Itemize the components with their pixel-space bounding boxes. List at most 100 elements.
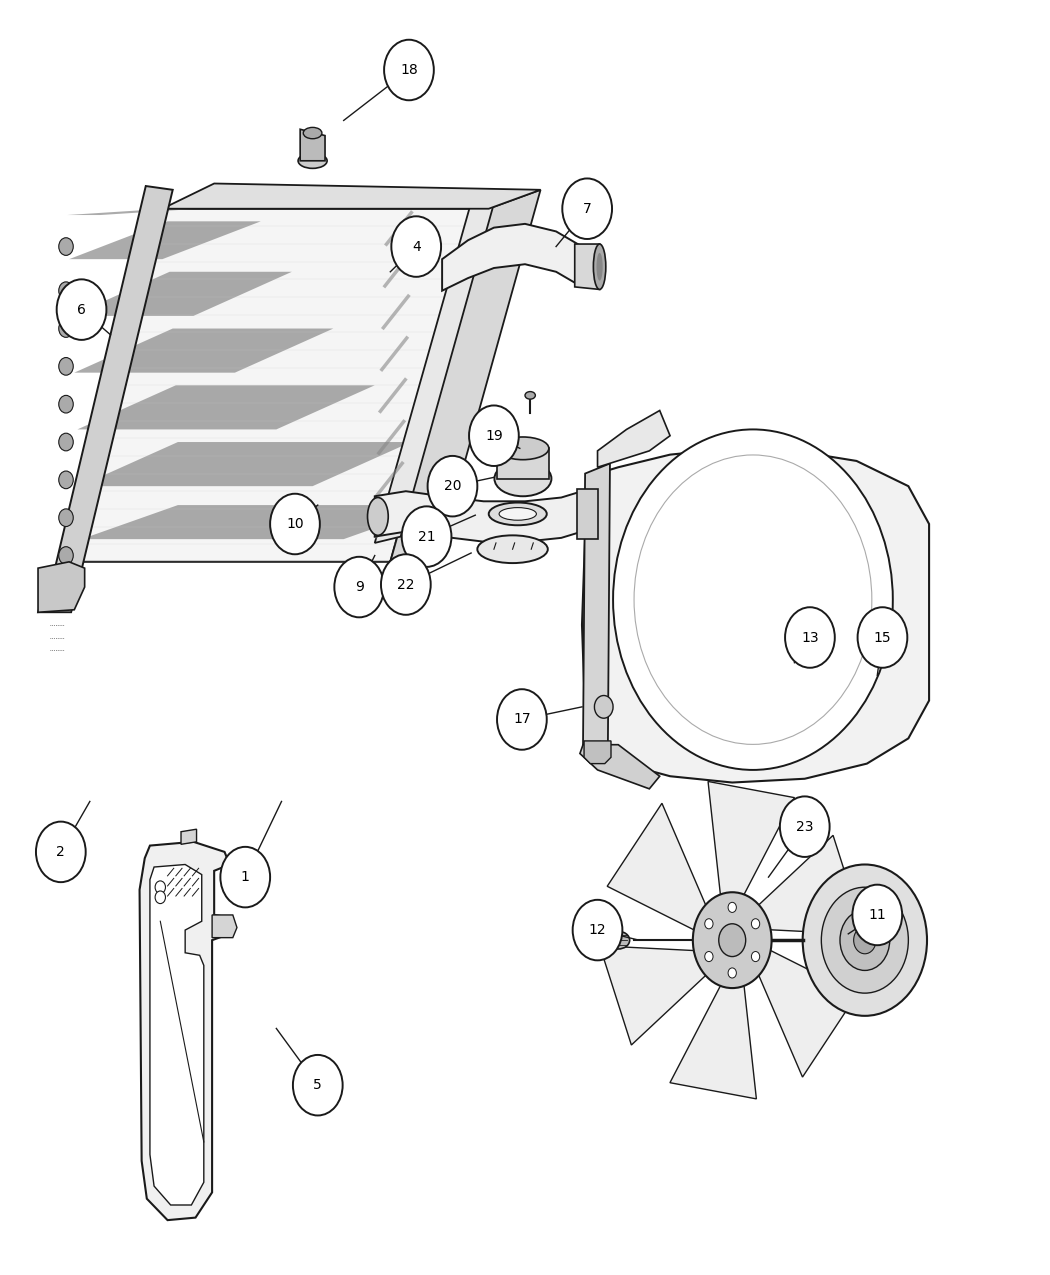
Text: 23: 23: [796, 820, 814, 834]
Text: 21: 21: [418, 529, 436, 543]
Ellipse shape: [593, 244, 606, 289]
Text: 9: 9: [355, 580, 363, 594]
Circle shape: [270, 493, 320, 555]
Text: 20: 20: [444, 479, 461, 493]
Circle shape: [752, 919, 760, 928]
Circle shape: [705, 919, 713, 928]
Text: 18: 18: [400, 62, 418, 76]
Ellipse shape: [607, 931, 630, 949]
Circle shape: [155, 881, 166, 894]
Polygon shape: [80, 442, 411, 486]
Circle shape: [402, 506, 452, 567]
Circle shape: [220, 847, 270, 908]
Text: 11: 11: [868, 908, 886, 922]
Ellipse shape: [596, 252, 603, 280]
Polygon shape: [582, 449, 929, 783]
Text: 22: 22: [397, 578, 415, 592]
Polygon shape: [82, 505, 440, 539]
Polygon shape: [375, 196, 496, 543]
Text: 15: 15: [874, 631, 891, 644]
Circle shape: [59, 509, 74, 527]
Polygon shape: [69, 222, 260, 259]
Circle shape: [785, 607, 835, 668]
Circle shape: [752, 951, 760, 961]
Polygon shape: [607, 803, 706, 929]
Text: 7: 7: [583, 201, 591, 215]
Circle shape: [155, 891, 166, 904]
Polygon shape: [67, 209, 198, 215]
Circle shape: [719, 924, 745, 956]
Circle shape: [854, 927, 876, 954]
Polygon shape: [140, 842, 230, 1220]
Ellipse shape: [499, 507, 537, 520]
Circle shape: [381, 555, 430, 615]
Ellipse shape: [478, 536, 548, 564]
Polygon shape: [708, 782, 795, 895]
Polygon shape: [574, 244, 600, 289]
Circle shape: [821, 887, 908, 993]
Polygon shape: [375, 491, 582, 542]
Text: 19: 19: [485, 428, 503, 442]
Polygon shape: [576, 488, 597, 539]
Circle shape: [59, 357, 74, 375]
Circle shape: [728, 968, 736, 978]
Circle shape: [594, 695, 613, 718]
Text: 12: 12: [589, 923, 606, 937]
Polygon shape: [181, 829, 196, 844]
Polygon shape: [442, 224, 582, 291]
Text: 13: 13: [801, 631, 819, 644]
Circle shape: [572, 900, 623, 960]
Polygon shape: [150, 864, 204, 1205]
Circle shape: [59, 395, 74, 413]
Circle shape: [384, 40, 434, 101]
Circle shape: [469, 405, 519, 465]
Circle shape: [840, 910, 889, 970]
Polygon shape: [600, 946, 706, 1046]
Text: 6: 6: [77, 302, 86, 316]
Circle shape: [59, 470, 74, 488]
Circle shape: [613, 430, 892, 770]
Polygon shape: [759, 835, 865, 935]
Ellipse shape: [303, 128, 322, 139]
Polygon shape: [583, 464, 610, 745]
Polygon shape: [597, 411, 670, 467]
Ellipse shape: [298, 153, 328, 168]
Polygon shape: [64, 209, 488, 562]
Circle shape: [563, 179, 612, 238]
Polygon shape: [38, 562, 85, 612]
Polygon shape: [670, 986, 756, 1099]
Circle shape: [853, 885, 902, 945]
Polygon shape: [50, 186, 172, 586]
Circle shape: [57, 279, 106, 340]
Polygon shape: [212, 915, 237, 937]
Text: 2: 2: [57, 845, 65, 859]
Circle shape: [59, 434, 74, 451]
Ellipse shape: [497, 437, 549, 460]
Circle shape: [59, 547, 74, 565]
Text: 1: 1: [240, 870, 250, 884]
Polygon shape: [759, 951, 857, 1077]
Circle shape: [427, 456, 478, 516]
Circle shape: [59, 237, 74, 255]
Circle shape: [780, 797, 830, 857]
Ellipse shape: [488, 502, 547, 525]
Circle shape: [293, 1054, 342, 1116]
Text: 4: 4: [412, 240, 421, 254]
Text: 17: 17: [513, 713, 530, 727]
Circle shape: [334, 557, 384, 617]
Circle shape: [392, 217, 441, 277]
Polygon shape: [78, 385, 375, 430]
Circle shape: [59, 320, 74, 338]
Circle shape: [802, 864, 927, 1016]
Circle shape: [497, 690, 547, 750]
Text: 10: 10: [287, 516, 303, 530]
Polygon shape: [71, 272, 292, 316]
Circle shape: [728, 903, 736, 913]
Polygon shape: [391, 190, 541, 562]
Polygon shape: [300, 129, 326, 161]
Text: 5: 5: [313, 1079, 322, 1093]
Circle shape: [36, 821, 86, 882]
Polygon shape: [580, 745, 659, 789]
Ellipse shape: [525, 391, 536, 399]
Polygon shape: [497, 449, 549, 478]
